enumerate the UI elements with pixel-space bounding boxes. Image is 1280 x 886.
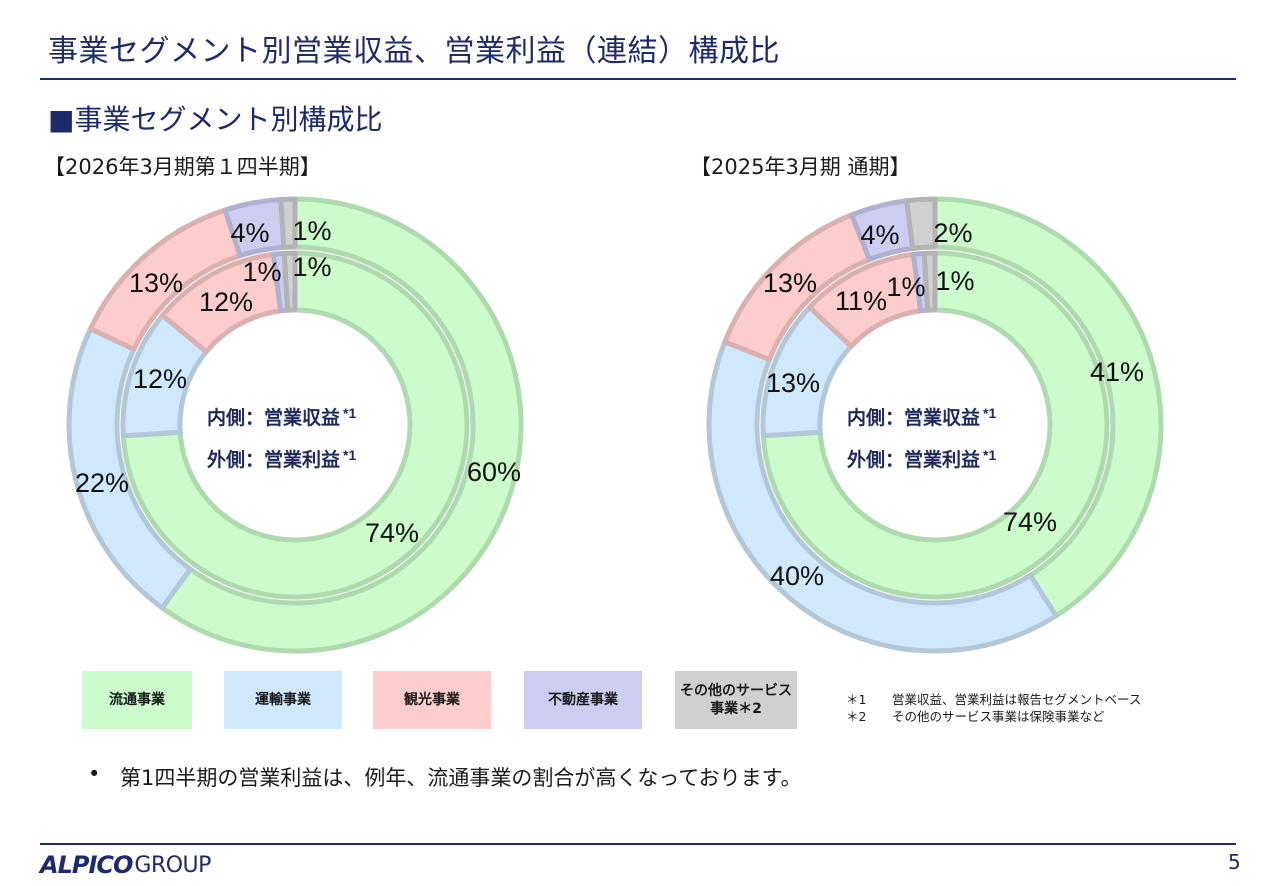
footnote-mark: ＊2 [846,709,867,724]
data-label-inner-other-services: 1% [292,252,331,282]
data-label-outer-transport: 40% [770,561,824,591]
legend-item-transport: 運輸事業 [224,671,342,729]
logo-main-text: ALPICO [40,851,133,879]
data-label-outer-distribution: 41% [1090,357,1144,387]
data-label-inner-tourism: 12% [199,287,253,317]
footnote-text: 営業収益、営業利益は報告セグメントベース [892,692,1142,707]
donut-segment-outer-other-services [278,196,298,250]
data-label-inner-real-estate: 1% [886,272,925,302]
data-label-outer-transport: 22% [75,468,129,498]
page-title: 事業セグメント別営業収益、営業利益（連結）構成比 [48,34,780,69]
center-label-inner: 内側：営業収益 *1 [847,405,996,429]
data-label-inner-transport: 12% [133,364,187,394]
data-label-inner-distribution: 74% [1003,507,1057,537]
donut-chart-q1: 74%12%12%1% 1%60%22%13%4% 1%内側：営業収益 *1外側：営業… [66,196,524,654]
bullet-text: 第1四半期の営業利益は、例年、流通事業の割合が高くなっております。 [120,766,802,790]
center-label-outer: 外側：営業利益 *1 [207,447,356,471]
footnote-text: その他のサービス事業は保険事業など [892,709,1105,724]
period-label-fy: 【2025年3月期 通期】 [690,155,911,179]
donut-segment-inner-other-services [281,250,298,313]
legend-item-distribution: 流通事業 [82,671,192,729]
bullet-icon: • [88,762,101,786]
logo-sub-text: GROUP [134,852,211,878]
page-number: 5 [1228,850,1241,874]
footnote-mark: ＊1 [846,692,867,707]
donut-segment-outer-other-services [904,196,938,251]
title-divider [40,78,1236,80]
legend-item-tourism: 観光事業 [373,671,491,729]
center-label-inner: 内側：営業収益 *1 [207,405,356,429]
data-label-inner-distribution: 74% [365,518,419,548]
donut-chart-fy: 74%13%11% 1% 1%41%40%13%4% 2%内側：営業収益 *1外側：営業… [706,196,1164,654]
donut-segment-inner-other-services [921,250,938,313]
donut-segment-inner-distribution [120,250,470,600]
data-label-inner-real-estate: 1% [242,257,281,287]
data-label-outer-real-estate: 4% [860,220,899,250]
data-label-outer-other-services: 1% [292,216,331,246]
donut-segment-outer-distribution [932,196,1164,619]
data-label-outer-distribution: 60% [467,457,521,487]
section-title: ■事業セグメント別構成比 [48,103,383,136]
donut-segment-outer-distribution [159,196,524,654]
donut-segment-inner-distribution [760,250,1110,600]
data-label-outer-tourism: 13% [763,268,817,298]
donut-segment-outer-transport [706,339,1059,654]
data-label-inner-transport: 13% [766,368,820,398]
legend-item-real-estate: 不動産事業 [524,671,642,729]
footnote-2: ＊2 その他のサービス事業は保険事業など [846,708,1141,725]
data-label-outer-real-estate: 4% [230,218,269,248]
data-label-outer-other-services: 2% [933,218,972,248]
data-label-outer-tourism: 13% [129,268,183,298]
footnotes: ＊1 営業収益、営業利益は報告セグメントベース ＊2 その他のサービス事業は保険… [846,691,1141,725]
center-label-outer: 外側：営業利益 *1 [847,447,996,471]
company-logo: ALPICO GROUP [40,850,211,880]
data-label-inner-other-services: 1% [935,266,974,296]
legend-item-other-services: その他のサービス事業＊2 [675,671,797,729]
data-label-inner-tourism: 11% [835,286,887,316]
footnote-1: ＊1 営業収益、営業利益は報告セグメントベース [846,691,1141,708]
period-label-q1: 【2026年3月期第１四半期】 [44,155,321,179]
footer-divider [40,843,1236,845]
summary-bullet: • 第1四半期の営業利益は、例年、流通事業の割合が高くなっております。 [88,762,802,792]
